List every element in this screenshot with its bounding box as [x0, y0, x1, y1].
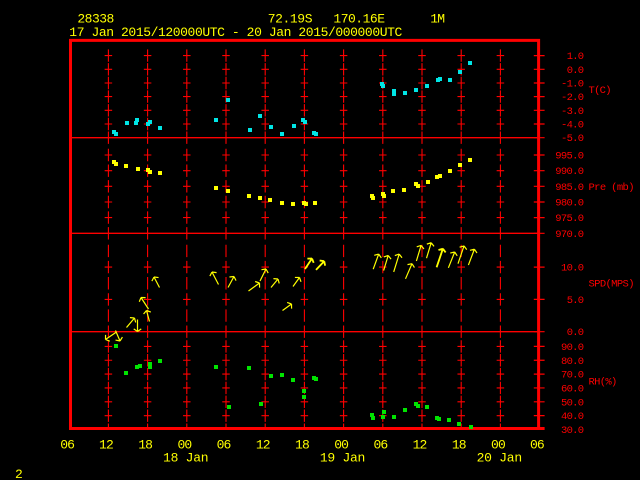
svg-text:30.0: 30.0: [561, 425, 584, 437]
svg-text:5.0: 5.0: [567, 295, 584, 307]
svg-text:-3.0: -3.0: [561, 106, 584, 118]
svg-text:18 Jan: 18 Jan: [163, 450, 209, 465]
svg-text:20 Jan: 20 Jan: [477, 450, 523, 465]
svg-text:06: 06: [530, 437, 545, 452]
svg-text:17 Jan 2015/120000UTC - 20 Jan: 17 Jan 2015/120000UTC - 20 Jan 2015/0000…: [69, 25, 402, 40]
svg-text:40.0: 40.0: [561, 411, 584, 423]
svg-text:90.0: 90.0: [561, 342, 584, 354]
svg-text:60.0: 60.0: [561, 383, 584, 395]
svg-text:975.0: 975.0: [555, 213, 584, 225]
svg-text:70.0: 70.0: [561, 370, 584, 382]
svg-text:50.0: 50.0: [561, 397, 584, 409]
svg-text:18: 18: [452, 437, 467, 452]
svg-text:18: 18: [138, 437, 153, 452]
svg-text:T(C): T(C): [589, 85, 612, 97]
svg-text:-5.0: -5.0: [561, 133, 584, 145]
svg-text:RH(%): RH(%): [589, 377, 618, 389]
svg-text:1.0: 1.0: [567, 51, 584, 63]
svg-text:2: 2: [15, 467, 23, 480]
svg-text:00: 00: [177, 437, 192, 452]
svg-text:1M: 1M: [430, 11, 445, 26]
svg-text:985.0: 985.0: [555, 182, 584, 194]
svg-text:980.0: 980.0: [555, 198, 584, 210]
svg-text:170.16E: 170.16E: [333, 11, 385, 26]
svg-text:990.0: 990.0: [555, 166, 584, 178]
svg-text:10.0: 10.0: [561, 263, 584, 275]
svg-text:12: 12: [99, 437, 114, 452]
svg-text:06: 06: [373, 437, 388, 452]
svg-text:SPD(MPS): SPD(MPS): [589, 279, 635, 291]
svg-text:995.0: 995.0: [555, 151, 584, 163]
svg-text:0.0: 0.0: [567, 327, 584, 339]
svg-text:06: 06: [60, 437, 75, 452]
svg-text:Pre (mb): Pre (mb): [589, 182, 635, 194]
svg-text:-4.0: -4.0: [561, 120, 584, 132]
svg-text:970.0: 970.0: [555, 229, 584, 241]
svg-text:0.0: 0.0: [567, 65, 584, 77]
svg-text:18: 18: [295, 437, 310, 452]
svg-text:80.0: 80.0: [561, 356, 584, 368]
svg-text:06: 06: [217, 437, 232, 452]
svg-text:28338: 28338: [77, 11, 114, 26]
svg-text:-1.0: -1.0: [561, 79, 584, 91]
svg-text:12: 12: [413, 437, 428, 452]
svg-text:72.19S: 72.19S: [268, 11, 313, 26]
svg-text:-2.0: -2.0: [561, 92, 584, 104]
svg-text:19 Jan: 19 Jan: [320, 450, 366, 465]
svg-text:00: 00: [491, 437, 506, 452]
svg-text:12: 12: [256, 437, 271, 452]
svg-text:00: 00: [334, 437, 349, 452]
